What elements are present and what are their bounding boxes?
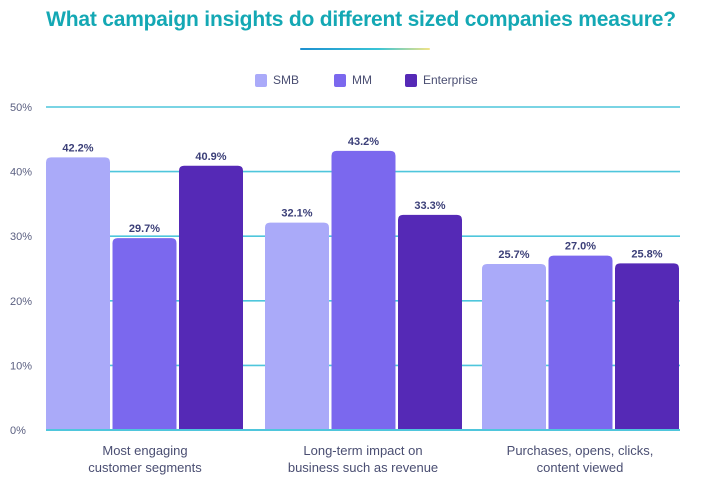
data-label: 43.2% [348,136,379,148]
legend-item-mm: MM [334,73,372,87]
chart-title: What campaign insights do different size… [46,8,676,31]
x-category-label: Purchases, opens, clicks, content viewed [470,442,690,476]
bar-enterprise [615,263,679,430]
bar-enterprise [179,165,243,430]
bar-enterprise [398,214,462,430]
legend-label-enterprise: Enterprise [423,73,478,87]
legend-swatch-mm [334,73,346,87]
legend-swatch-enterprise [405,73,417,87]
bar-smb [46,157,110,430]
x-category-label: Long-term impact on business such as reve… [253,442,473,476]
data-label: 29.7% [129,223,160,235]
bar-mm [548,255,613,430]
x-category-label-line: business such as revenue [287,460,439,475]
legend: SMB MM Enterprise [0,73,722,91]
data-label: 42.2% [62,142,93,154]
legend-label-mm: MM [352,73,372,87]
data-label: 25.8% [631,248,662,260]
bar-mm [331,150,396,431]
legend-item-enterprise: Enterprise [405,73,478,87]
y-tick-label: 0% [10,425,26,437]
x-category-label-line: Most engaging [102,443,188,458]
data-label: 40.9% [195,151,226,163]
legend-swatch-smb [255,73,267,87]
legend-item-smb: SMB [255,73,299,87]
data-label: 33.3% [414,200,445,212]
y-tick-label: 50% [10,102,32,114]
bar-smb [482,263,546,430]
y-tick-label: 40% [10,167,32,179]
x-category-label-line: content viewed [536,460,624,475]
x-category-label-line: customer segments [88,460,202,475]
y-tick-label: 30% [10,231,32,243]
y-tick-label: 20% [10,296,32,308]
x-category-label-line: Long-term impact on [303,443,423,458]
bar-smb [265,222,329,430]
bar-mm [112,238,177,430]
data-label: 32.1% [281,208,312,220]
data-label: 25.7% [498,249,529,261]
y-tick-label: 10% [10,360,32,372]
data-label: 27.0% [565,241,596,253]
title-divider [300,48,430,50]
legend-label-smb: SMB [273,73,300,87]
x-category-label: Most engaging customer segments [35,442,255,476]
x-category-label-line: Purchases, opens, clicks, [506,443,654,458]
